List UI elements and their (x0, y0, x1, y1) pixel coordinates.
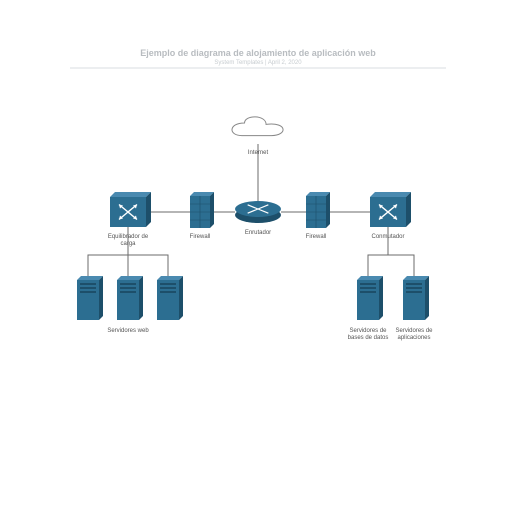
network-svg (0, 0, 516, 516)
node-label-internet: Internet (208, 150, 308, 157)
node-label-app: Servidores deaplicaciones (364, 328, 464, 341)
node-label-sw: Conmutador (338, 234, 438, 241)
node-label-lb: Equilibrador decarga (78, 234, 178, 247)
node-label-web2: Servidores web (78, 328, 178, 335)
diagram-canvas: Ejemplo de diagrama de alojamiento de ap… (0, 0, 516, 516)
